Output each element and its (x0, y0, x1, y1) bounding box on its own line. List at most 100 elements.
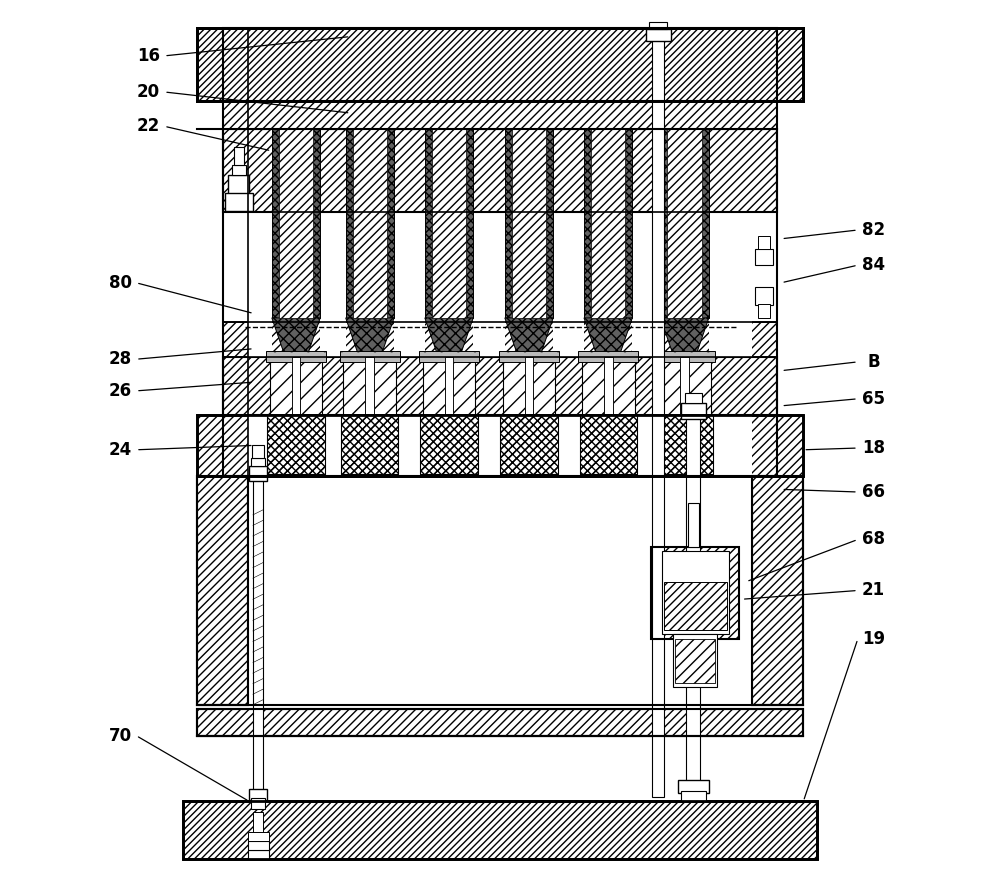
Bar (445, 357, 453, 415)
Bar (649, 22, 667, 28)
Bar (664, 581, 727, 630)
Polygon shape (584, 318, 632, 353)
Bar (604, 353, 613, 415)
Bar (646, 28, 671, 41)
Text: 26: 26 (109, 382, 132, 400)
Text: 65: 65 (862, 390, 885, 407)
Bar (655, 351, 715, 362)
Bar (234, 147, 244, 165)
Bar (248, 318, 272, 357)
Bar (580, 415, 637, 475)
Bar (223, 27, 777, 415)
Bar (755, 250, 773, 265)
Bar (685, 392, 702, 403)
Bar (365, 357, 374, 415)
Bar (473, 415, 505, 476)
Text: 80: 80 (109, 273, 132, 292)
Bar (197, 27, 803, 101)
Bar (652, 27, 664, 797)
Bar (525, 353, 533, 415)
Bar (279, 129, 313, 318)
Bar (223, 27, 777, 476)
Bar (632, 415, 660, 476)
Bar (758, 303, 770, 318)
Bar (394, 415, 425, 476)
Bar (680, 357, 689, 415)
Bar (473, 318, 505, 357)
Bar (500, 415, 558, 475)
Bar (584, 129, 632, 318)
Bar (267, 415, 325, 475)
Bar (223, 357, 777, 415)
Text: 24: 24 (109, 441, 132, 459)
Bar (223, 213, 777, 322)
Bar (423, 357, 475, 415)
Bar (632, 318, 660, 357)
Bar (525, 357, 533, 415)
Bar (249, 789, 267, 800)
Bar (580, 415, 637, 475)
Bar (197, 709, 803, 736)
Bar (223, 101, 777, 129)
Bar (553, 318, 584, 357)
Bar (341, 415, 398, 475)
Bar (197, 415, 803, 476)
Text: 18: 18 (862, 439, 885, 457)
Polygon shape (272, 318, 320, 353)
Bar (253, 812, 263, 856)
Bar (681, 403, 706, 419)
Text: 19: 19 (862, 630, 885, 647)
Bar (252, 445, 264, 458)
Bar (686, 415, 700, 802)
Bar (353, 129, 387, 318)
Bar (248, 415, 272, 476)
Bar (499, 351, 559, 362)
Bar (248, 833, 269, 841)
Bar (425, 129, 473, 318)
Bar (578, 351, 638, 362)
Bar (604, 357, 613, 415)
Bar (688, 503, 699, 547)
Bar (267, 415, 325, 475)
Bar (755, 288, 773, 304)
Text: 20: 20 (137, 83, 160, 101)
Bar (445, 353, 453, 415)
Bar (505, 129, 553, 318)
Bar (675, 639, 715, 683)
Bar (658, 357, 711, 415)
Bar (420, 415, 478, 475)
Polygon shape (346, 318, 394, 353)
Bar (660, 129, 709, 318)
Bar (232, 165, 246, 176)
Bar (512, 129, 546, 318)
Bar (667, 129, 702, 318)
Bar (340, 351, 400, 362)
Polygon shape (505, 318, 553, 353)
Bar (365, 353, 374, 415)
Bar (223, 322, 777, 357)
Bar (419, 351, 479, 362)
Bar (681, 791, 706, 802)
Bar (251, 458, 265, 467)
Text: B: B (867, 353, 880, 370)
Text: 82: 82 (862, 221, 885, 239)
Bar (680, 353, 689, 415)
Bar (394, 318, 425, 357)
Bar (248, 476, 752, 705)
Bar (320, 415, 346, 476)
Text: 28: 28 (109, 350, 132, 368)
Bar (752, 476, 803, 705)
Bar (248, 841, 269, 850)
Bar (651, 547, 739, 639)
Bar (678, 780, 709, 793)
Bar (651, 547, 739, 639)
Bar (266, 351, 326, 362)
Bar (197, 415, 803, 476)
Bar (500, 415, 558, 475)
Text: 21: 21 (862, 581, 885, 600)
Bar (253, 476, 263, 797)
Bar (197, 709, 803, 736)
Bar (582, 357, 635, 415)
Text: 66: 66 (862, 483, 885, 501)
Bar (183, 802, 817, 859)
